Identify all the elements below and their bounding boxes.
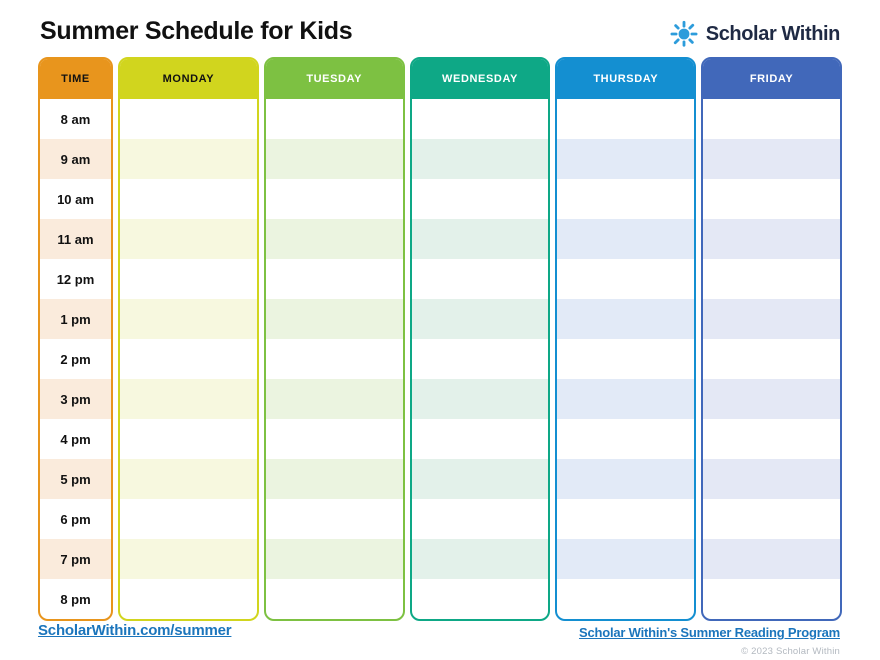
schedule-cell — [265, 299, 403, 339]
time-label: 11 am — [40, 219, 111, 259]
schedule-cell — [265, 139, 403, 179]
schedule-cell — [266, 259, 403, 299]
schedule-cell — [557, 299, 695, 339]
schedule-cell — [557, 339, 694, 379]
schedule-cell — [120, 139, 257, 179]
schedule-cell — [412, 499, 549, 539]
schedule-cell — [557, 579, 694, 619]
schedule-cell — [120, 179, 257, 219]
time-label: 6 pm — [60, 511, 91, 527]
schedule-cell — [703, 259, 840, 299]
time-label: 3 pm — [40, 379, 111, 419]
schedule-cell — [557, 459, 695, 499]
schedule-cell — [557, 99, 694, 139]
schedule-cell — [120, 579, 257, 619]
schedule-cell — [703, 139, 840, 179]
schedule-cell — [703, 459, 840, 499]
left-link[interactable]: ScholarWithin.com/summer — [38, 622, 232, 639]
time-label: 9 am — [40, 139, 111, 179]
schedule-cell — [266, 179, 403, 219]
time-label: 7 pm — [40, 539, 111, 579]
schedule-cell — [557, 539, 695, 579]
schedule-cell — [411, 299, 549, 339]
schedule-cell — [703, 179, 840, 219]
schedule-cell — [120, 99, 257, 139]
schedule-cell — [266, 419, 403, 459]
schedule-cell — [412, 579, 549, 619]
schedule-cell — [265, 379, 403, 419]
schedule-cell — [557, 179, 694, 219]
page-title: Summer Schedule for Kids — [40, 17, 353, 45]
schedule-column-wednesday: WEDNESDAY — [409, 57, 551, 621]
schedule-grid: TIME 8 am 9 am 10 am 11 am 12 pm 1 pm 2 pm 3 pm 4… — [38, 57, 842, 621]
schedule-cell — [412, 419, 549, 459]
schedule-cell — [557, 379, 695, 419]
schedule-cell — [120, 419, 257, 459]
schedule-cell — [265, 219, 403, 259]
time-label: 12 pm — [56, 271, 95, 287]
brand-logo: Scholar Within — [669, 19, 840, 49]
schedule-cell — [120, 459, 257, 499]
schedule-cell — [703, 299, 840, 339]
schedule-cell — [120, 299, 257, 339]
sun-icon — [670, 20, 698, 47]
right-link[interactable]: Scholar Within's Summer Reading Program — [578, 625, 840, 640]
schedule-column-time: TIME 8 am 9 am 10 am 11 am 12 pm 1 pm 2 pm 3 pm 4… — [38, 57, 113, 621]
schedule-cell — [557, 499, 694, 539]
schedule-cell — [411, 539, 549, 579]
time-label: 1 pm — [40, 299, 111, 339]
column-header-tuesday: TUESDAY — [265, 59, 403, 99]
schedule-cell — [703, 539, 840, 579]
schedule-cell — [120, 539, 257, 579]
column-header-time: TIME — [40, 59, 111, 99]
column-header-wednesday: WEDNESDAY — [411, 59, 549, 99]
schedule-cell — [120, 379, 257, 419]
brand-name: Scholar Within — [705, 22, 841, 45]
time-label: 5 pm — [40, 459, 111, 499]
time-label: 10 am — [57, 191, 94, 207]
copyright-text: © 2023 Scholar Within — [741, 646, 840, 657]
schedule-column-monday: MONDAY — [118, 57, 259, 621]
schedule-cell — [412, 179, 549, 219]
schedule-cell — [412, 99, 549, 139]
schedule-column-tuesday: TUESDAY — [263, 57, 405, 621]
column-header-thursday: THURSDAY — [557, 59, 695, 99]
column-header-monday: MONDAY — [120, 59, 257, 99]
schedule-cell — [703, 219, 840, 259]
schedule-cell — [120, 219, 257, 259]
schedule-cell — [703, 419, 840, 459]
schedule-cell — [265, 459, 403, 499]
schedule-cell — [120, 339, 257, 379]
schedule-cell — [412, 259, 549, 299]
schedule-cell — [411, 219, 549, 259]
schedule-cell — [557, 419, 694, 459]
time-label: 2 pm — [60, 351, 91, 367]
schedule-cell — [557, 139, 695, 179]
schedule-cell — [266, 579, 403, 619]
schedule-cell — [557, 219, 695, 259]
time-label: 8 am — [60, 111, 91, 127]
time-label: 8 pm — [60, 591, 91, 607]
schedule-column-thursday: THURSDAY — [555, 57, 697, 621]
schedule-cell — [266, 339, 403, 379]
schedule-cell — [703, 379, 840, 419]
schedule-cell — [120, 499, 257, 539]
schedule-cell — [557, 259, 694, 299]
schedule-cell — [266, 499, 403, 539]
schedule-cell — [412, 339, 549, 379]
schedule-cell — [411, 139, 549, 179]
schedule-cell — [703, 579, 840, 619]
schedule-cell — [703, 99, 840, 139]
footer-right: Scholar Within's Summer Reading Program … — [579, 624, 840, 657]
schedule-cell — [703, 339, 840, 379]
schedule-cell — [120, 259, 257, 299]
time-label: 4 pm — [60, 431, 91, 447]
column-header-friday: FRIDAY — [703, 59, 840, 99]
schedule-cell — [265, 539, 403, 579]
schedule-column-friday: FRIDAY — [701, 57, 842, 621]
schedule-cell — [411, 379, 549, 419]
schedule-cell — [266, 99, 403, 139]
schedule-cell — [703, 499, 840, 539]
schedule-cell — [411, 459, 549, 499]
